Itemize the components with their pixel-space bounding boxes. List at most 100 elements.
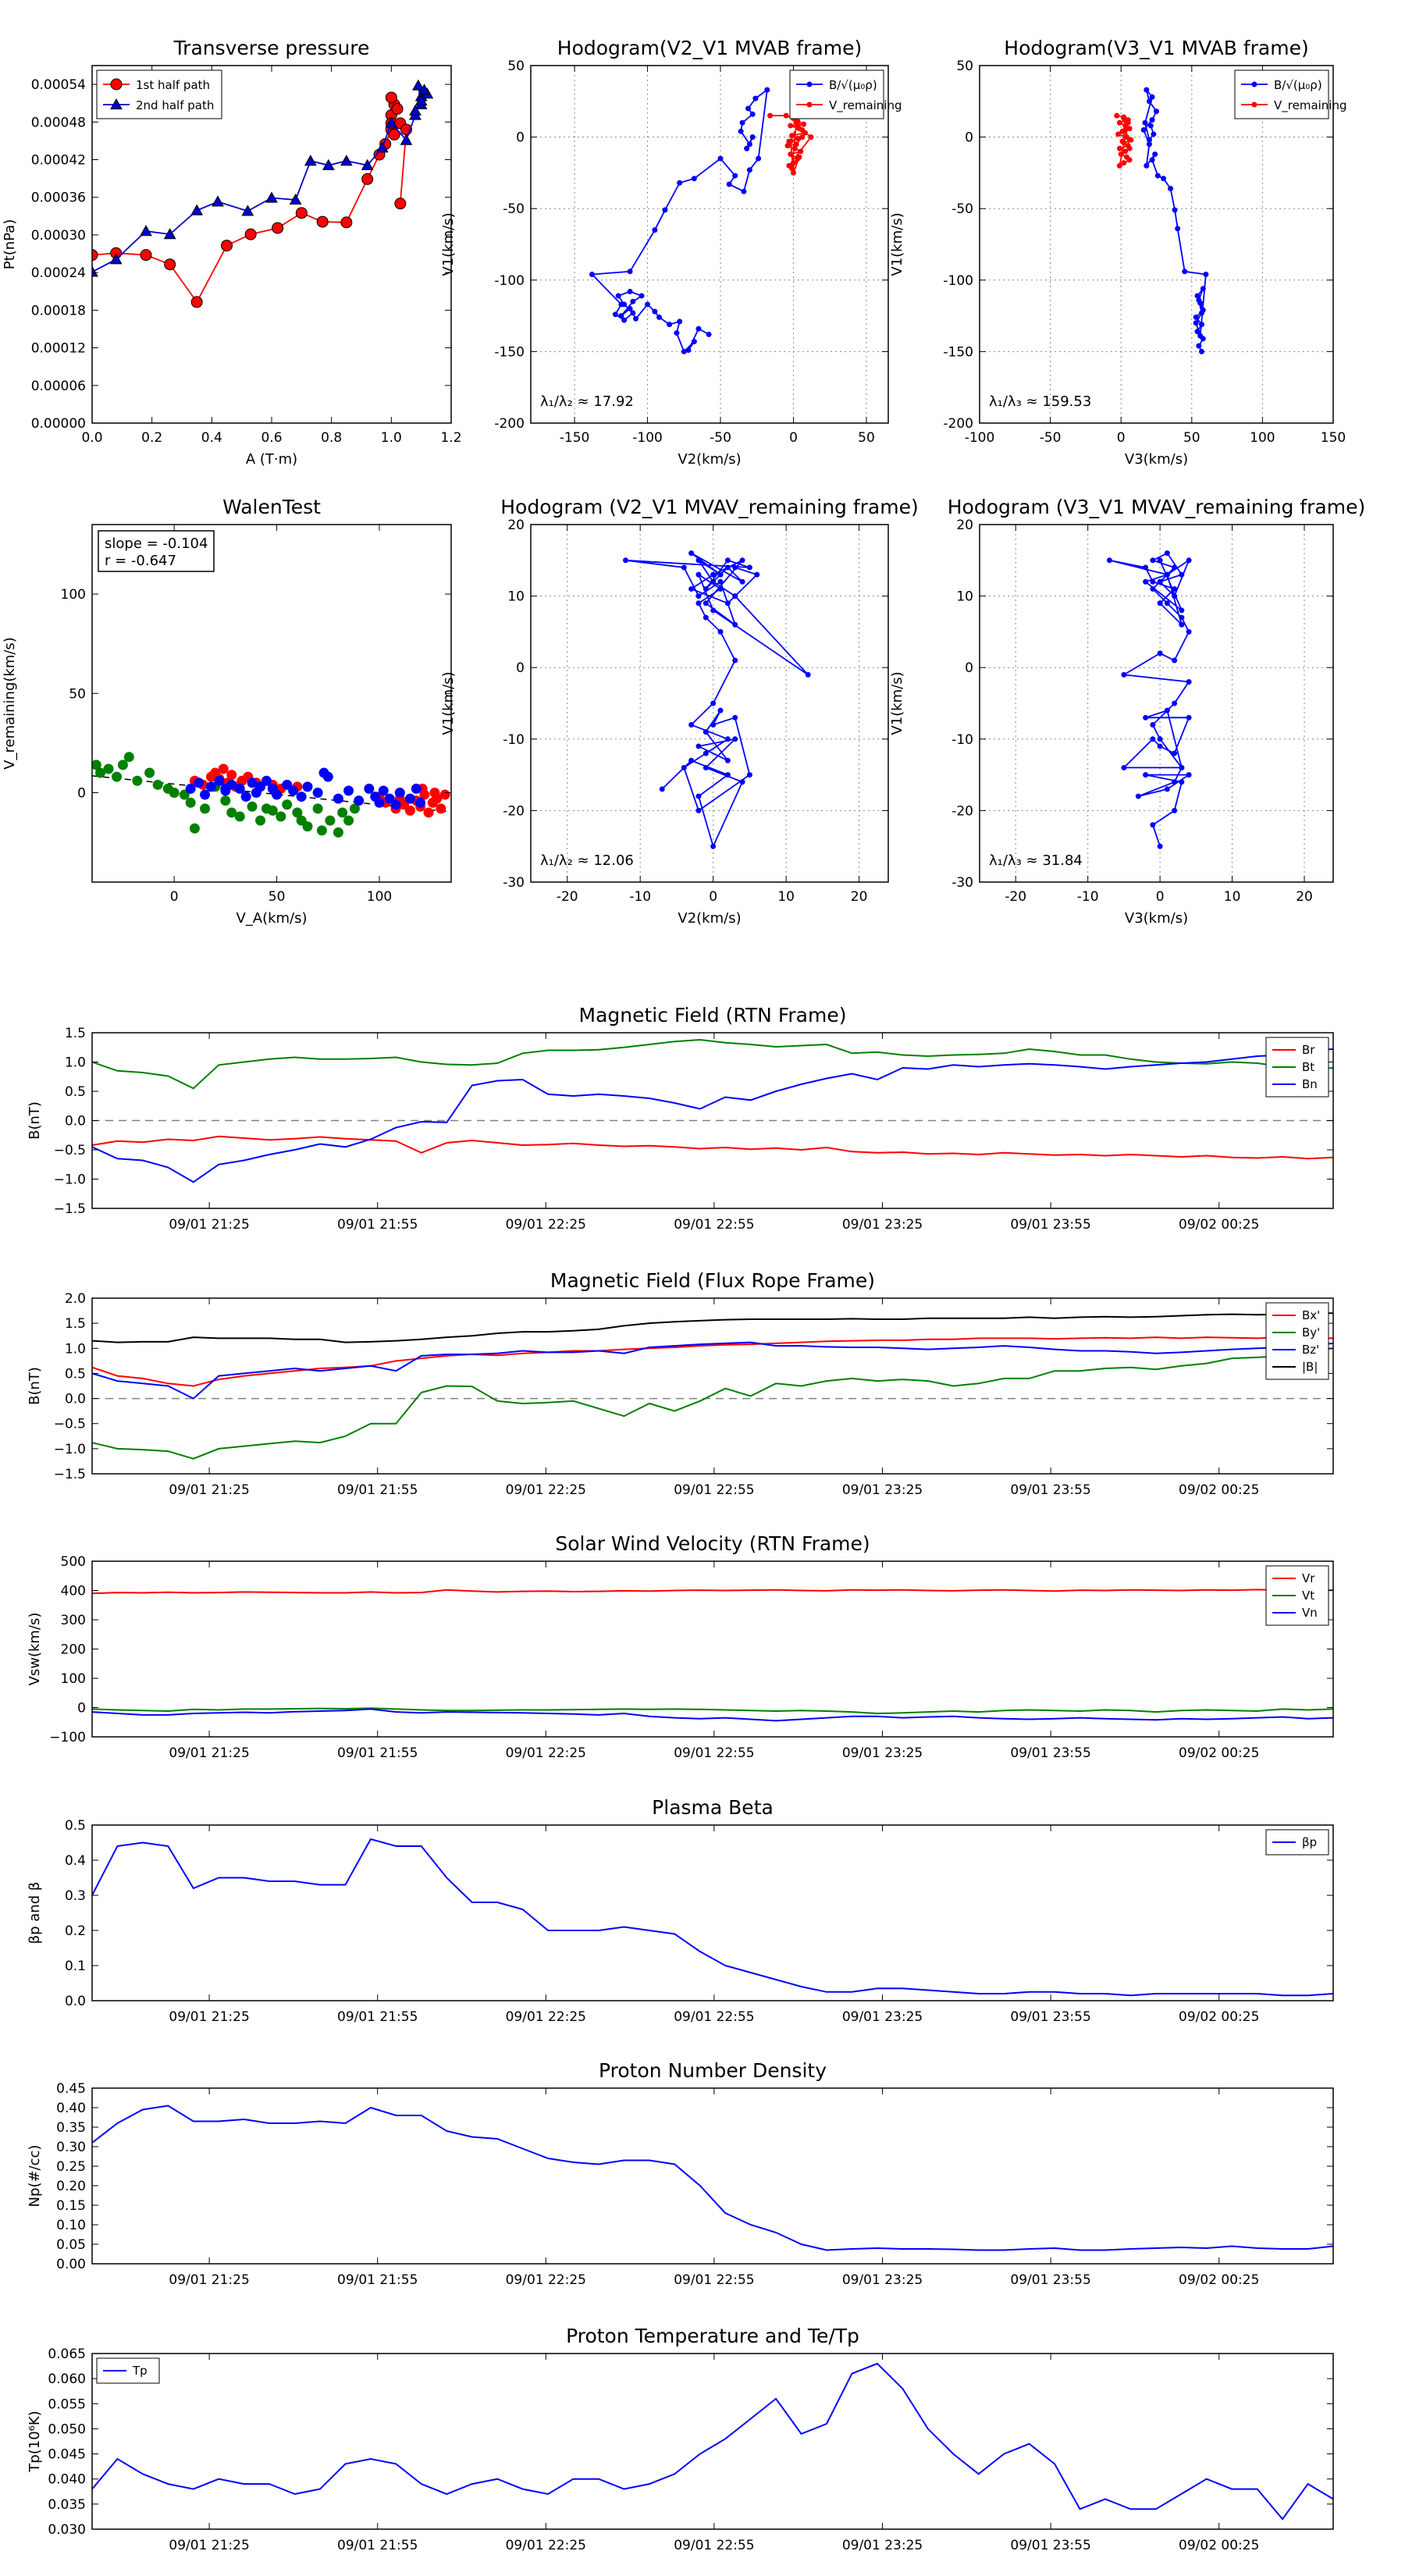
chart-walen-series-0-point [220, 795, 231, 806]
chart-ts_tp-xtick-label: 09/01 23:25 [842, 2538, 923, 2553]
chart-ts_np-xtick-label: 09/01 23:55 [1010, 2272, 1090, 2288]
chart-walen-series-2-point [220, 783, 231, 794]
chart-h3-ytick-label: -150 [943, 344, 973, 360]
chart-walen-ytick-label: 100 [61, 587, 86, 603]
chart-h3-series-0-point [1172, 207, 1178, 213]
chart-hr2-series-0-point [695, 743, 702, 749]
chart-walen-series-0-point [333, 827, 343, 838]
chart-walen-series-0-point [234, 811, 245, 822]
chart-hr2-ytick-label: 10 [507, 589, 525, 605]
chart-ts_sw-ylabel: Vsw(km/s) [27, 1613, 43, 1686]
chart-h3-series-1-point [1122, 148, 1129, 155]
chart-ts_np-xtick-label: 09/02 00:25 [1179, 2272, 1259, 2288]
chart-h3-series-0-point [1194, 293, 1200, 299]
chart-hr3-annotation: λ₁/λ₃ ≈ 31.84 [989, 852, 1083, 869]
chart-hr3-ytick-label: -10 [951, 732, 973, 748]
chart-h3-series-0-point [1154, 109, 1159, 115]
chart-ts_tp-ytick-label: 0.050 [48, 2421, 86, 2437]
chart-hr2-series-0-point [739, 578, 745, 585]
chart-h2-series-0-point [717, 155, 724, 162]
chart-walen-series-0-point [316, 825, 327, 836]
chart-ts_fr-series-2-line [91, 1341, 1334, 1400]
chart-hr3-series-0-point [1143, 564, 1149, 571]
chart-tp-ytick-label: 0.00000 [31, 416, 86, 432]
chart-walen-series-2-point [374, 797, 385, 808]
chart-tp-legend-label: 1st half path [136, 78, 210, 92]
chart-ts_fr-ytick-label: 0.5 [65, 1366, 86, 1382]
chart-hr2-series-0-point [739, 557, 745, 564]
chart-ts_sw-xtick-label: 09/02 00:25 [1179, 1745, 1259, 1761]
chart-walen-series-0-point [132, 775, 143, 786]
chart-walen-series-1-point [429, 788, 440, 798]
chart-h3-series-0-point [1198, 322, 1204, 328]
chart-ts_fr-xtick-label: 09/01 22:25 [506, 1482, 586, 1498]
chart-h2-series-1-point [767, 112, 774, 119]
chart-h3-series-1-point [1119, 138, 1126, 144]
chart-ts_tp-ytick-label: 0.045 [48, 2447, 86, 2463]
chart-h2-series-0-point [732, 173, 738, 179]
chart-hr2-series-0-point [695, 600, 702, 607]
chart-h3-series-1-point [1116, 145, 1122, 151]
chart-hr2-series-0-point [805, 671, 811, 678]
chart-walen-series-0-point [337, 807, 348, 818]
chart-walen-series-2-point [214, 775, 225, 786]
chart-h3-series-0-point [1198, 310, 1204, 316]
chart-h2-xtick-label: 0 [789, 430, 798, 446]
chart-h2-series-0-point [630, 310, 636, 316]
chart-h3-series-0-point [1200, 286, 1206, 292]
chart-h2-ytick-label: -200 [494, 416, 525, 432]
chart-hr3-series-0-point [1150, 578, 1156, 585]
chart-h3-series-1-point [1116, 119, 1122, 126]
chart-hr2-series-0-point [688, 550, 695, 557]
chart-ts_beta-xtick-label: 09/02 00:25 [1179, 2009, 1259, 2025]
chart-h2-series-1-point [788, 138, 794, 144]
chart-walen-series-2-point [333, 793, 343, 804]
chart-tp-series-1-point [190, 204, 204, 215]
chart-h3-ytick-label: -50 [951, 201, 973, 217]
chart-ts_mf-legend-label: Bn [1302, 1077, 1318, 1091]
chart-hr2-series-0-point [746, 564, 752, 571]
chart-hr3-series-0-point [1164, 786, 1170, 792]
chart-ts_mf-xtick-label: 09/01 22:25 [506, 1217, 586, 1233]
chart-tp-xtick-label: 0.2 [141, 430, 162, 446]
chart-hr2-series-0-point [739, 779, 745, 785]
chart-tp-series-0-point [244, 228, 257, 240]
chart-ts_sw-ytick-label: 200 [61, 1642, 86, 1658]
chart-h2-series-0-point [638, 293, 645, 299]
chart-ts_np-ytick-label: 0.15 [56, 2198, 86, 2214]
chart-hr3-frame [979, 524, 1334, 883]
chart-hr3-series-0-point [1143, 578, 1149, 585]
chart-ts_np-ytick-label: 0.00 [56, 2257, 86, 2272]
chart-hr3-series-0-point [1164, 571, 1170, 578]
chart-h2-annotation: λ₁/λ₂ ≈ 17.92 [540, 393, 634, 410]
chart-ts_beta-xtick-label: 09/01 21:25 [169, 2009, 249, 2025]
chart-ts_sw-series-1-line [91, 1707, 1334, 1715]
chart-ts_tp-ylabel: Tp(10⁶K) [27, 2411, 43, 2472]
chart-tp-series-1-point [92, 265, 98, 277]
chart-ts_mf-legend-label: Br [1302, 1043, 1315, 1057]
chart-hr3-series-0-point [1135, 793, 1141, 799]
chart-tp-ytick-label: 0.00042 [31, 153, 86, 169]
chart-hr3-series-0-point [1143, 772, 1149, 778]
chart-hr3-series-0-point [1150, 585, 1156, 592]
chart-ts_sw-series-2-line [91, 1708, 1334, 1722]
chart-hr3-series-0-point [1179, 607, 1185, 614]
chart-h2-series-0-point [662, 207, 668, 213]
chart-tp-series-1-point [109, 253, 123, 265]
chart-h3-series-0-point [1144, 162, 1150, 169]
chart-walen-series-2-point [185, 783, 196, 794]
chart-h3-xlabel: V3(km/s) [1125, 451, 1188, 468]
chart-h2-legend-label: V_remaining [829, 98, 902, 113]
chart-ts_fr-title: Magnetic Field (Flux Rope Frame) [550, 1269, 875, 1292]
chart-tp-series-1-point [418, 84, 431, 95]
chart-tp-series-0-point [140, 249, 152, 262]
chart-h3-series-1-point [1122, 126, 1129, 133]
chart-h3-legend-marker [1251, 81, 1257, 87]
chart-tp-series-0-point [164, 258, 176, 271]
chart-h2-series-0-point [695, 326, 702, 332]
chart-ts_sw-legend-label: Vt [1302, 1589, 1314, 1603]
chart-tp-ytick-label: 0.00048 [31, 115, 86, 130]
chart-h3-ytick-label: 0 [965, 130, 973, 146]
chart-walen-series-0-point [312, 803, 323, 814]
chart-h2-series-0-point [744, 145, 750, 151]
